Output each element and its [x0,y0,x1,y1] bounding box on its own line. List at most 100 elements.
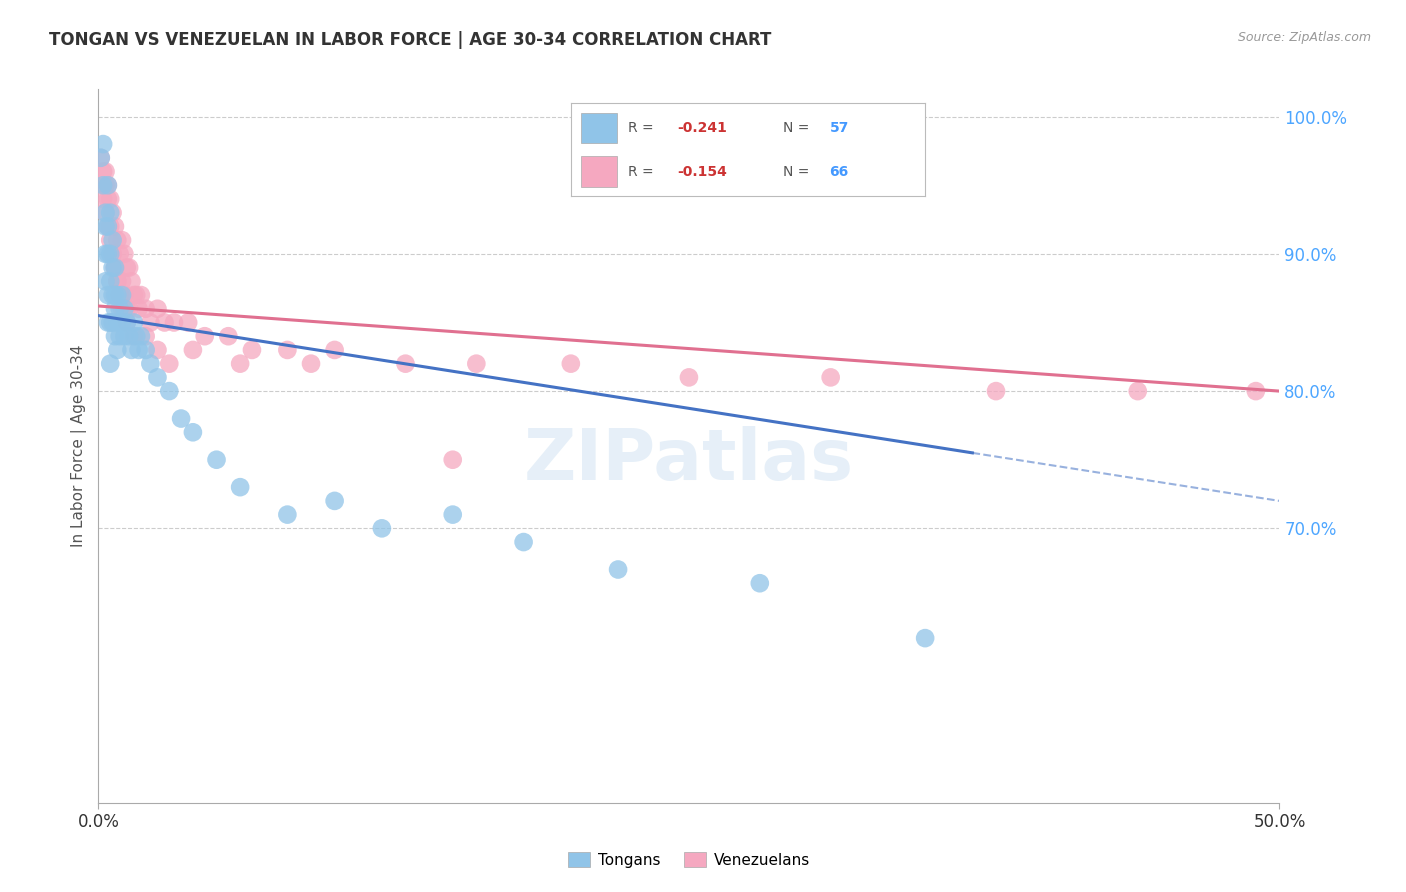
Point [101,288,124,302]
Point [90,151,112,165]
Point [118,260,141,275]
Point [91,164,114,178]
Point [104,329,127,343]
Point [276,343,298,357]
Point [97,219,120,234]
Point [101,233,124,247]
Y-axis label: In Labor Force | Age 30-34: In Labor Force | Age 30-34 [72,344,87,548]
Point [91,192,114,206]
Point [1126,384,1149,398]
Point [371,521,394,535]
Point [157,357,180,371]
Point [97,178,120,193]
Point [748,576,770,591]
Point [115,301,138,316]
Point [153,316,176,330]
Point [97,219,120,234]
Point [135,343,157,357]
Point [135,329,157,343]
Point [104,288,127,302]
Point [94,219,117,234]
Point [820,370,842,384]
Point [229,357,252,371]
Point [607,562,630,576]
Point [91,178,114,193]
Point [98,357,121,371]
Point [98,192,121,206]
Point [105,274,128,288]
Point [299,357,322,371]
Point [139,357,162,371]
Point [205,452,228,467]
Point [115,260,138,275]
Point [108,247,131,261]
Point [97,316,120,330]
Point [101,316,124,330]
Point [97,192,120,206]
Point [94,274,117,288]
Point [98,316,121,330]
Point [146,301,169,316]
Point [108,288,131,302]
Point [122,329,145,343]
Point [112,329,135,343]
Point [94,205,117,219]
Point [111,233,134,247]
Point [105,343,128,357]
Point [512,535,534,549]
Point [181,343,204,357]
Point [129,288,152,302]
Point [112,247,135,261]
Point [101,247,124,261]
Point [98,219,121,234]
Point [394,357,416,371]
Text: TONGAN VS VENEZUELAN IN LABOR FORCE | AGE 30-34 CORRELATION CHART: TONGAN VS VENEZUELAN IN LABOR FORCE | AG… [49,31,772,49]
Point [914,631,936,645]
Point [122,288,145,302]
Point [90,151,112,165]
Point [323,343,346,357]
Point [111,288,134,302]
Point [128,301,150,316]
Point [560,357,582,371]
Text: ZIPatlas: ZIPatlas [524,425,853,495]
Point [112,301,135,316]
Point [678,370,700,384]
Point [108,301,131,316]
Point [118,329,141,343]
Point [101,247,124,261]
Point [91,137,114,152]
Point [105,316,128,330]
Point [105,274,128,288]
Point [170,411,193,425]
Point [104,219,127,234]
Point [984,384,1007,398]
Point [217,329,239,343]
Point [121,274,143,288]
Point [181,425,204,440]
Point [98,274,121,288]
Point [105,288,128,302]
Point [105,233,128,247]
Legend: Tongans, Venezuelans: Tongans, Venezuelans [561,846,817,873]
Point [98,233,121,247]
Point [115,316,138,330]
Point [115,316,138,330]
Point [146,370,169,384]
Point [135,301,157,316]
Point [129,329,152,343]
Point [97,288,120,302]
Point [323,494,346,508]
Point [157,384,180,398]
Point [94,247,117,261]
Point [194,329,217,343]
Point [441,452,464,467]
Point [146,343,169,357]
Point [98,205,121,219]
Point [94,178,117,193]
Point [122,316,145,330]
Point [108,288,131,302]
Point [1244,384,1267,398]
Point [104,260,127,275]
Point [118,301,141,316]
